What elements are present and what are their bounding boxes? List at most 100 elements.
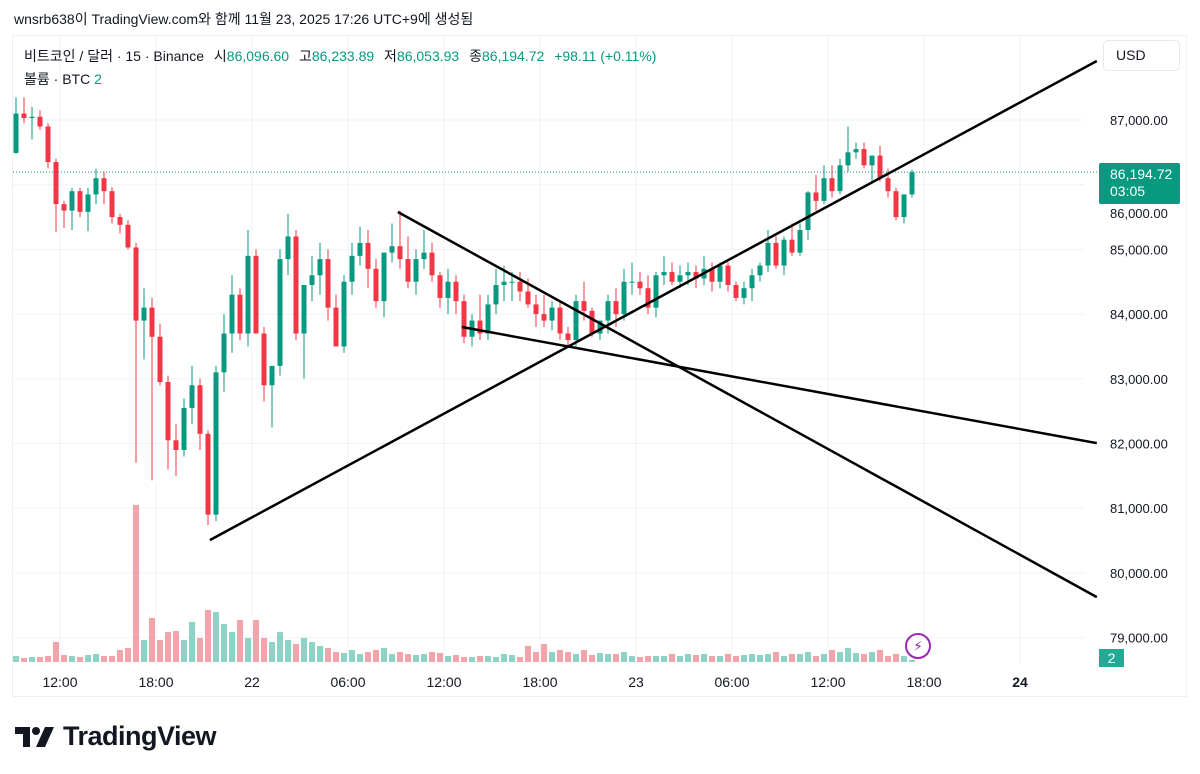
candle-body	[397, 246, 403, 260]
chart-caption: wnsrb638이 TradingView.com와 함께 11월 23, 20…	[14, 11, 474, 27]
volume-bar	[37, 657, 43, 662]
candle-body	[85, 194, 91, 212]
volume-bars	[13, 505, 915, 662]
candle-body	[37, 116, 43, 127]
candle-body	[285, 236, 291, 260]
lightning-bolt-icon[interactable]: ⚡	[905, 633, 931, 659]
candle-body	[869, 155, 875, 166]
volume-bar	[885, 656, 891, 662]
volume-bar	[525, 646, 531, 662]
volume-label[interactable]: 볼륨 · BTC	[24, 71, 91, 87]
candle-body	[205, 433, 211, 515]
candle-body	[685, 272, 691, 276]
volume-bar	[277, 632, 283, 662]
candle-body	[141, 307, 147, 321]
currency-button[interactable]: USD	[1103, 40, 1180, 71]
price-tick-label: 80,000.00	[1110, 566, 1168, 581]
candle-body	[133, 247, 139, 321]
price-tick-label: 81,000.00	[1110, 501, 1168, 516]
high-value: 86,233.89	[311, 48, 375, 64]
volume-bar	[373, 650, 379, 662]
volume-bar	[821, 654, 827, 662]
volume-bar	[621, 652, 627, 662]
volume-bar	[477, 656, 483, 662]
candle-body	[565, 333, 571, 340]
volume-bar	[541, 644, 547, 662]
volume-bar	[781, 656, 787, 662]
volume-bar	[893, 654, 899, 662]
time-tick-label: 18:00	[522, 674, 557, 690]
candle-body	[381, 252, 387, 302]
candle-body	[453, 281, 459, 302]
volume-bar	[869, 652, 875, 662]
candle-body	[101, 178, 107, 192]
candle-body	[837, 165, 843, 192]
volume-bar	[133, 505, 139, 662]
volume-bar	[325, 648, 331, 662]
volume-bar	[397, 652, 403, 662]
volume-bar	[213, 612, 219, 662]
price-tick-label: 79,000.00	[1110, 631, 1168, 646]
volume-bar	[437, 653, 443, 662]
candle-body	[221, 333, 227, 373]
time-tick-label: 24	[1012, 674, 1028, 690]
candle-body	[213, 372, 219, 515]
candle-body	[573, 301, 579, 340]
volume-bar	[445, 656, 451, 662]
candle-body	[445, 281, 451, 298]
volume-bar	[549, 652, 555, 662]
volume-bar	[493, 657, 499, 662]
trendline	[397, 210, 1098, 599]
volume-value: 2	[94, 71, 102, 87]
candle-body	[61, 204, 67, 211]
candle-body	[517, 281, 523, 292]
candle-body	[589, 310, 595, 334]
volume-bar	[429, 652, 435, 662]
candle-body	[821, 178, 827, 201]
candle-body	[621, 281, 627, 315]
candle-body	[653, 275, 659, 308]
volume-bar	[229, 632, 235, 662]
price-tick-label: 84,000.00	[1110, 307, 1168, 322]
volume-bar	[61, 655, 67, 662]
symbol-label[interactable]: 비트코인 / 달러 · 15 · Binance	[24, 48, 204, 64]
candle-body	[93, 178, 99, 195]
close-value: 86,194.72	[482, 48, 545, 64]
candle-body	[909, 172, 915, 195]
candle-body	[237, 294, 243, 334]
volume-bar	[613, 654, 619, 662]
volume-bar	[189, 622, 195, 662]
volume-bar	[293, 644, 299, 662]
volume-bar	[301, 638, 307, 662]
volume-bar	[901, 656, 907, 662]
candle-body	[189, 385, 195, 408]
volume-bar	[661, 656, 667, 662]
volume-bar	[605, 654, 611, 662]
candle-body	[117, 217, 123, 225]
candle-body	[29, 116, 35, 119]
volume-bar	[669, 654, 675, 662]
candle-body	[181, 407, 187, 450]
volume-bar	[573, 654, 579, 662]
candle-body	[229, 294, 235, 334]
candle-body	[853, 149, 859, 153]
volume-bar	[533, 652, 539, 662]
candle-body	[525, 291, 531, 305]
volume-bar	[357, 654, 363, 662]
trendline	[209, 59, 1098, 542]
ohlc-legend: 비트코인 / 달러 · 15 · Binance 시86,096.60 고86,…	[24, 45, 656, 91]
volume-bar	[29, 657, 35, 662]
last-price-value: 86,194.72	[1110, 166, 1173, 182]
volume-bar	[349, 650, 355, 662]
tradingview-logo[interactable]: TradingView	[15, 721, 217, 752]
candle-body	[789, 239, 795, 253]
volume-bar	[85, 655, 91, 662]
volume-bar	[789, 654, 795, 662]
volume-bar	[813, 656, 819, 662]
volume-bar	[517, 657, 523, 662]
candle-body	[245, 255, 251, 334]
volume-badge: 2	[1099, 649, 1124, 667]
candle-body	[893, 191, 899, 218]
candle-body	[461, 301, 467, 337]
